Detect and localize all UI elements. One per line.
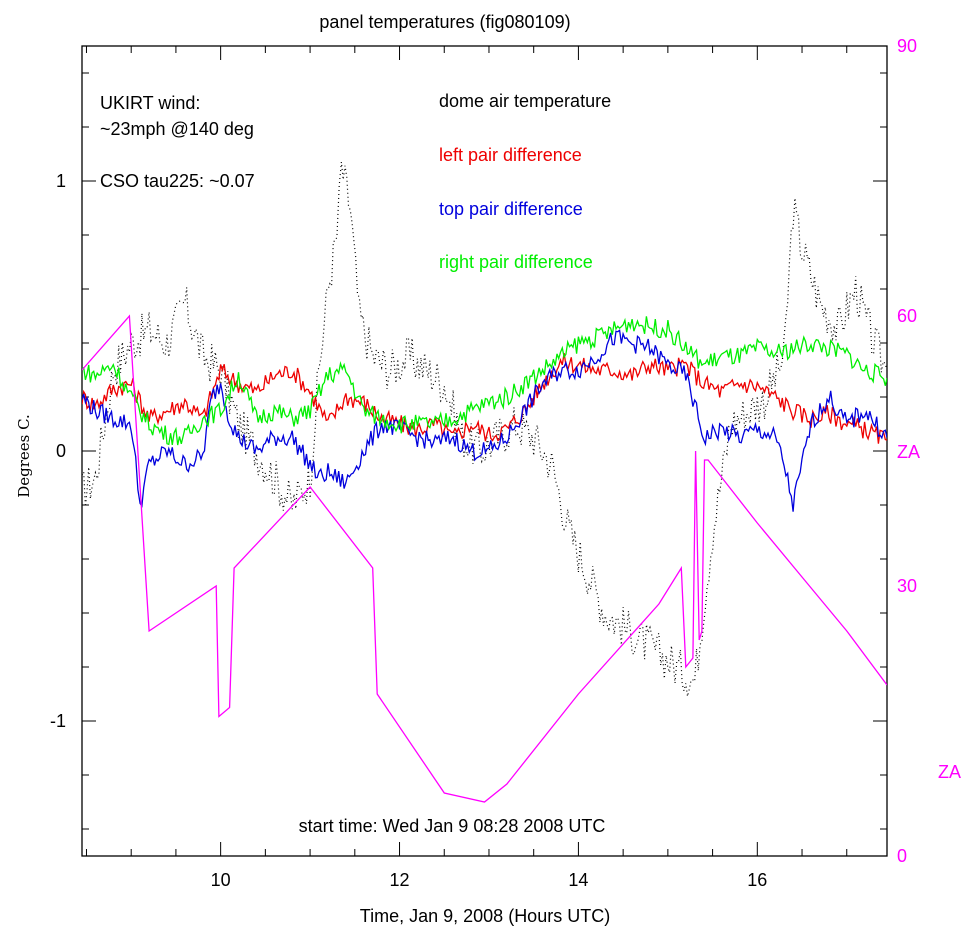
za-axis-label-inline: ZA (897, 442, 920, 462)
chart-title: panel temperatures (fig080109) (319, 12, 570, 32)
chart-labels: UKIRT wind: ~23mph @140 deg CSO tau225: … (15, 91, 961, 926)
za-tick-label: 90 (897, 36, 917, 56)
series-lines (82, 161, 887, 803)
x-tick-label: 10 (211, 870, 231, 890)
annotation-wind-line2: ~23mph @140 deg (100, 119, 254, 139)
za-tick-label: 0 (897, 846, 907, 866)
series-right-pair-difference (82, 316, 887, 446)
legend-right-pair: right pair difference (439, 252, 593, 272)
x-tick-label: 12 (390, 870, 410, 890)
series-za (82, 314, 887, 803)
annotation-wind-line1: UKIRT wind: (100, 93, 200, 113)
series-top-pair-difference (82, 329, 887, 512)
series-left-pair-difference (82, 353, 887, 444)
x-tick-label: 14 (568, 870, 588, 890)
annotation-tau: CSO tau225: ~0.07 (100, 171, 255, 191)
y-axis-label: Degrees C. (15, 414, 33, 498)
y-tick-label: -1 (50, 711, 66, 731)
za-axis-label-bottom: ZA (938, 762, 961, 782)
annotation-start-time: start time: Wed Jan 9 08:28 2008 UTC (299, 816, 606, 836)
y-tick-label: 0 (56, 441, 66, 461)
za-tick-label: 60 (897, 306, 917, 326)
za-tick-label: 30 (897, 576, 917, 596)
x-tick-label: 16 (747, 870, 767, 890)
x-axis-label: Time, Jan 9, 2008 (Hours UTC) (360, 906, 610, 926)
legend-left-pair: left pair difference (439, 145, 582, 165)
y-tick-label: 1 (56, 171, 66, 191)
legend-top-pair: top pair difference (439, 199, 583, 219)
legend-dome: dome air temperature (439, 91, 611, 111)
